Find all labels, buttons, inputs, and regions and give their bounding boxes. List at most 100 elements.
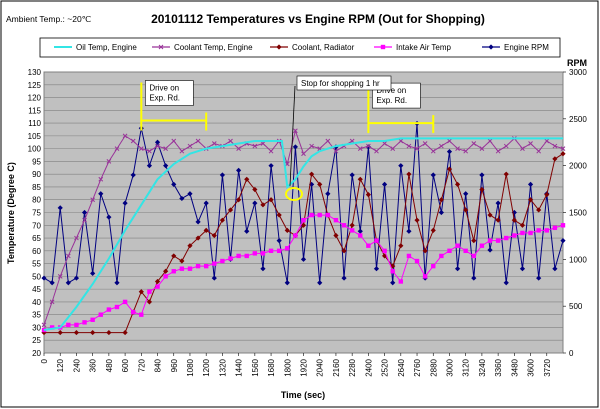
y-tick-label: 55 — [32, 260, 41, 269]
data-point — [227, 207, 234, 213]
x-tick-label: 1320 — [218, 358, 227, 376]
y-tick-label: 20 — [32, 349, 41, 358]
data-point — [471, 253, 476, 259]
data-point — [560, 146, 566, 151]
data-point — [90, 270, 96, 276]
data-point — [349, 222, 355, 228]
data-point — [252, 200, 258, 206]
data-point — [414, 217, 420, 223]
data-point — [544, 228, 549, 233]
callout-leader — [289, 85, 296, 187]
legend-item: Engine RPM — [482, 43, 549, 52]
annotation-text: Stop for shopping 1 hr — [301, 79, 380, 88]
legend-item: Oil Temp, Engine — [54, 43, 137, 52]
data-point — [49, 325, 55, 330]
y2-tick-label: 3000 — [569, 68, 587, 77]
data-point — [171, 253, 177, 259]
data-point — [154, 278, 161, 285]
data-point — [268, 248, 274, 254]
data-point — [390, 269, 395, 274]
legend-marker — [488, 44, 494, 50]
data-point — [365, 192, 371, 198]
data-point — [106, 329, 112, 336]
data-point — [130, 172, 136, 178]
data-point — [333, 232, 339, 239]
data-point — [431, 263, 436, 269]
legend-label: Oil Temp, Engine — [76, 43, 137, 52]
data-point — [471, 275, 477, 281]
data-point — [527, 197, 534, 203]
x-tick-label: 1800 — [283, 358, 292, 376]
data-point — [317, 280, 323, 286]
data-point — [374, 238, 379, 243]
x-tick-label: 840 — [154, 358, 163, 372]
data-point — [527, 181, 534, 187]
annotation-box — [296, 75, 392, 91]
data-point — [438, 209, 444, 216]
data-point — [479, 146, 485, 151]
y-tick-label: 45 — [32, 285, 41, 294]
data-point — [244, 176, 250, 182]
y-tick-label: 130 — [28, 68, 42, 77]
y-tick-label: 85 — [32, 183, 41, 192]
data-point — [495, 238, 501, 243]
x-tick-label: 1920 — [300, 358, 309, 376]
data-point — [195, 263, 201, 269]
data-point — [317, 212, 322, 218]
data-point — [544, 138, 550, 144]
y-tick-label: 80 — [32, 196, 41, 205]
data-point — [41, 327, 47, 333]
data-point — [244, 253, 249, 259]
data-point — [293, 128, 298, 134]
data-point — [300, 256, 307, 262]
legend-marker — [158, 44, 164, 50]
data-point — [236, 167, 242, 173]
data-point — [211, 275, 217, 281]
data-point — [252, 186, 258, 193]
data-point — [519, 266, 526, 272]
data-point — [333, 148, 339, 154]
y2-tick-label: 0 — [569, 349, 574, 358]
data-point — [139, 312, 144, 317]
data-point — [366, 143, 371, 149]
data-point — [163, 268, 169, 274]
data-point — [503, 143, 509, 149]
x-tick-label: 3360 — [494, 358, 503, 376]
data-point — [171, 138, 177, 144]
data-point — [300, 222, 307, 228]
data-point — [487, 212, 493, 218]
data-point — [212, 261, 217, 266]
y2-tick-label: 2500 — [569, 115, 587, 124]
data-point — [147, 289, 152, 294]
data-point — [552, 143, 558, 149]
data-point — [163, 274, 168, 279]
data-point — [284, 280, 290, 286]
data-point — [519, 222, 526, 228]
data-point — [325, 212, 331, 218]
data-point — [260, 202, 266, 208]
data-point — [301, 151, 306, 157]
data-point — [536, 148, 542, 154]
data-point — [504, 235, 509, 241]
data-point — [138, 289, 144, 295]
data-point — [520, 146, 525, 151]
x-tick-label: 600 — [121, 358, 130, 372]
data-point — [560, 151, 566, 157]
x-tick-label: 1200 — [202, 358, 211, 376]
data-point — [195, 235, 201, 241]
data-point — [122, 329, 128, 336]
data-point — [341, 275, 347, 281]
data-point — [98, 176, 104, 182]
data-point — [130, 138, 136, 144]
data-point — [138, 146, 144, 151]
data-point — [268, 163, 274, 169]
data-point — [82, 217, 87, 223]
legend: Oil Temp, Engine Coolant Temp, Engine Cool… — [54, 43, 549, 52]
data-point — [414, 146, 420, 151]
data-point — [455, 146, 460, 151]
data-point — [66, 322, 71, 328]
data-point — [382, 141, 387, 146]
data-point — [276, 238, 282, 244]
